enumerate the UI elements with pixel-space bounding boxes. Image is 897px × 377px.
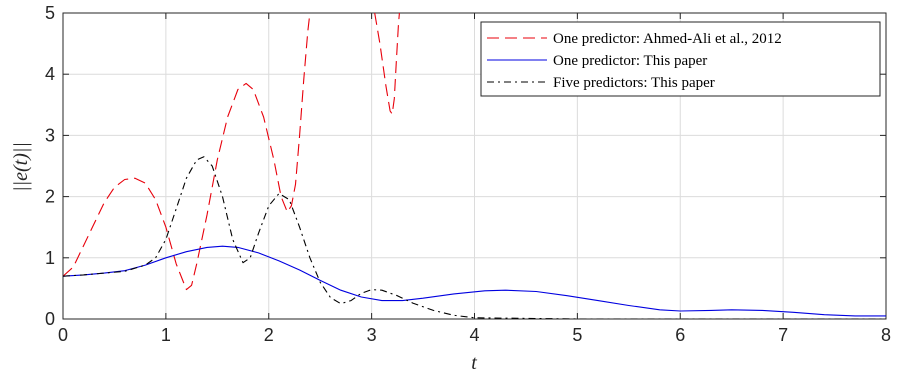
y-tick-label: 1 — [45, 248, 55, 268]
series-1 — [63, 245, 886, 317]
x-tick-label: 8 — [881, 325, 891, 345]
x-tick-label: 5 — [572, 325, 582, 345]
x-axis-label: t — [471, 352, 477, 374]
series-line — [63, 13, 311, 291]
x-tick-label: 6 — [675, 325, 685, 345]
x-tick-label: 3 — [367, 325, 377, 345]
x-tick-label: 2 — [264, 325, 274, 345]
legend-label: One predictor: This paper — [553, 53, 707, 69]
series-line — [63, 245, 886, 317]
series-line — [374, 13, 400, 115]
x-tick-label: 0 — [58, 325, 68, 345]
y-tick-label: 0 — [45, 309, 55, 329]
y-tick-label: 5 — [45, 3, 55, 23]
series-2 — [63, 156, 886, 319]
y-tick-label: 3 — [45, 125, 55, 145]
series-0 — [63, 13, 400, 291]
legend: One predictor: Ahmed-Ali et al., 2012 One… — [480, 21, 881, 97]
tick-labels: 0 1 2 3 4 5 6 7 8 0 1 2 3 4 5 — [45, 3, 891, 345]
y-tick-label: 4 — [45, 64, 55, 84]
x-tick-label: 1 — [161, 325, 171, 345]
x-tick-label: 7 — [778, 325, 788, 345]
axes — [62, 12, 887, 320]
series-line — [63, 156, 886, 319]
legend-label: Five predictors: This paper — [553, 75, 715, 91]
legend-box — [480, 21, 881, 97]
legend-label: One predictor: Ahmed-Ali et al., 2012 — [553, 31, 782, 47]
y-axis-label: ||e(t)|| — [10, 142, 32, 192]
x-tick-label: 4 — [469, 325, 479, 345]
series-lines — [63, 13, 886, 319]
y-tick-label: 2 — [45, 187, 55, 207]
